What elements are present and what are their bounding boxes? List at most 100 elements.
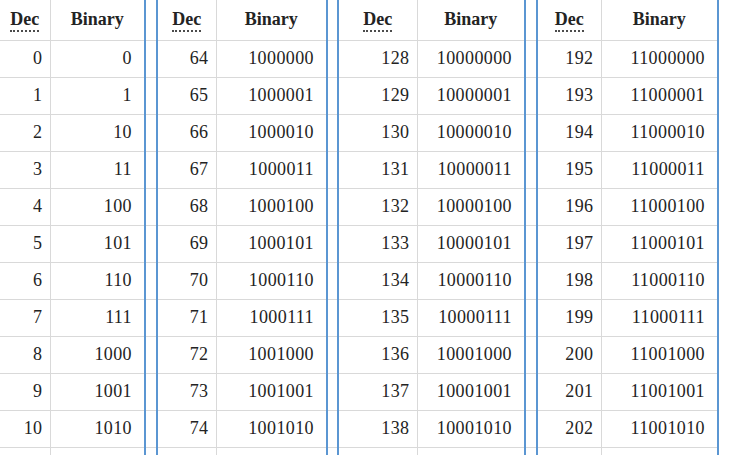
dec-value-cell: 0 bbox=[0, 40, 50, 77]
binary-value-cell: 0 bbox=[50, 40, 145, 77]
dec-value-cell: 6 bbox=[0, 262, 50, 299]
group-separator bbox=[145, 151, 157, 188]
group-separator bbox=[145, 40, 157, 77]
binary-value-cell: 11001001 bbox=[601, 373, 718, 410]
group-separator bbox=[327, 225, 338, 262]
binary-value-cell: 10001011 bbox=[417, 447, 525, 455]
table-row: 1010107410010101381000101020211001010 bbox=[0, 410, 718, 447]
group-separator bbox=[525, 77, 537, 114]
table-row: 116510000011291000000119311000001 bbox=[0, 77, 718, 114]
table-row: 006410000001281000000019211000000 bbox=[0, 40, 718, 77]
binary-value-cell: 1001 bbox=[50, 373, 145, 410]
group-separator bbox=[145, 77, 157, 114]
dec-value-cell: 139 bbox=[338, 447, 417, 455]
table-row: 41006810001001321000010019611000100 bbox=[0, 188, 718, 225]
binary-value-cell: 11000111 bbox=[601, 299, 718, 336]
binary-value-cell: 1000011 bbox=[216, 151, 327, 188]
dec-value-cell: 195 bbox=[537, 151, 601, 188]
binary-value-cell: 10000001 bbox=[417, 77, 525, 114]
dec-abbreviation[interactable]: Dec bbox=[363, 9, 392, 32]
dec-value-cell: 136 bbox=[338, 336, 417, 373]
binary-value-cell: 1001001 bbox=[216, 373, 327, 410]
table-body: 0064100000012810000000192110000001165100… bbox=[0, 40, 718, 455]
header-row: DecBinaryDecBinaryDecBinaryDecBinary bbox=[0, 0, 718, 40]
binary-conversion-viewport: DecBinaryDecBinaryDecBinaryDecBinary 006… bbox=[0, 0, 729, 455]
dec-value-cell: 197 bbox=[537, 225, 601, 262]
dec-value-cell: 199 bbox=[537, 299, 601, 336]
binary-value-cell: 11001010 bbox=[601, 410, 718, 447]
group-separator bbox=[525, 373, 537, 410]
dec-value-cell: 65 bbox=[157, 77, 216, 114]
group-separator bbox=[525, 188, 537, 225]
binary-value-cell: 10000111 bbox=[417, 299, 525, 336]
dec-value-cell: 71 bbox=[157, 299, 216, 336]
binary-value-cell: 1000010 bbox=[216, 114, 327, 151]
binary-value-cell: 11000110 bbox=[601, 262, 718, 299]
group-separator bbox=[327, 410, 338, 447]
binary-column-header: Binary bbox=[417, 0, 525, 40]
dec-value-cell: 198 bbox=[537, 262, 601, 299]
group-separator bbox=[327, 262, 338, 299]
table-row: 3116710000111311000001119511000011 bbox=[0, 151, 718, 188]
table-row: 51016910001011331000010119711000101 bbox=[0, 225, 718, 262]
binary-value-cell: 10 bbox=[50, 114, 145, 151]
dec-value-cell: 2 bbox=[0, 114, 50, 151]
group-separator bbox=[525, 262, 537, 299]
dec-value-cell: 193 bbox=[537, 77, 601, 114]
group-separator bbox=[145, 373, 157, 410]
binary-column-header: Binary bbox=[601, 0, 718, 40]
dec-value-cell: 70 bbox=[157, 262, 216, 299]
dec-value-cell: 133 bbox=[338, 225, 417, 262]
dec-value-cell: 200 bbox=[537, 336, 601, 373]
dec-value-cell: 4 bbox=[0, 188, 50, 225]
binary-value-cell: 10000010 bbox=[417, 114, 525, 151]
dec-value-cell: 129 bbox=[338, 77, 417, 114]
dec-abbreviation[interactable]: Dec bbox=[10, 9, 39, 32]
dec-value-cell: 67 bbox=[157, 151, 216, 188]
binary-value-cell: 11 bbox=[50, 151, 145, 188]
dec-value-cell: 3 bbox=[0, 151, 50, 188]
dec-value-cell: 10 bbox=[0, 410, 50, 447]
binary-value-cell: 10001010 bbox=[417, 410, 525, 447]
table-header: DecBinaryDecBinaryDecBinaryDecBinary bbox=[0, 0, 718, 40]
table-row: 910017310010011371000100120111001001 bbox=[0, 373, 718, 410]
dec-value-cell: 201 bbox=[537, 373, 601, 410]
binary-value-cell: 11000011 bbox=[601, 151, 718, 188]
dec-abbreviation[interactable]: Dec bbox=[555, 9, 584, 32]
dec-value-cell: 9 bbox=[0, 373, 50, 410]
dec-value-cell: 11 bbox=[0, 447, 50, 455]
binary-value-cell: 1000101 bbox=[216, 225, 327, 262]
group-separator bbox=[327, 40, 338, 77]
dec-value-cell: 130 bbox=[338, 114, 417, 151]
dec-value-cell: 192 bbox=[537, 40, 601, 77]
binary-value-cell: 1000001 bbox=[216, 77, 327, 114]
binary-value-cell: 101 bbox=[50, 225, 145, 262]
dec-abbreviation[interactable]: Dec bbox=[172, 9, 201, 32]
dec-value-cell: 194 bbox=[537, 114, 601, 151]
table-row: 2106610000101301000001019411000010 bbox=[0, 114, 718, 151]
dec-value-cell: 202 bbox=[537, 410, 601, 447]
group-separator bbox=[525, 410, 537, 447]
group-separator bbox=[327, 336, 338, 373]
dec-value-cell: 66 bbox=[157, 114, 216, 151]
dec-value-cell: 138 bbox=[338, 410, 417, 447]
binary-value-cell: 11000000 bbox=[601, 40, 718, 77]
binary-value-cell: 10001000 bbox=[417, 336, 525, 373]
group-separator bbox=[327, 0, 338, 40]
binary-value-cell: 10000100 bbox=[417, 188, 525, 225]
dec-value-cell: 74 bbox=[157, 410, 216, 447]
dec-value-cell: 135 bbox=[338, 299, 417, 336]
binary-value-cell: 1000000 bbox=[216, 40, 327, 77]
group-separator bbox=[327, 299, 338, 336]
group-separator bbox=[327, 188, 338, 225]
dec-value-cell: 5 bbox=[0, 225, 50, 262]
binary-value-cell: 111 bbox=[50, 299, 145, 336]
binary-value-cell: 1001010 bbox=[216, 410, 327, 447]
group-separator bbox=[327, 447, 338, 455]
dec-value-cell: 132 bbox=[338, 188, 417, 225]
binary-value-cell: 100 bbox=[50, 188, 145, 225]
table-row: 61107010001101341000011019811000110 bbox=[0, 262, 718, 299]
dec-value-cell: 131 bbox=[338, 151, 417, 188]
dec-value-cell: 134 bbox=[338, 262, 417, 299]
binary-value-cell: 1000111 bbox=[216, 299, 327, 336]
